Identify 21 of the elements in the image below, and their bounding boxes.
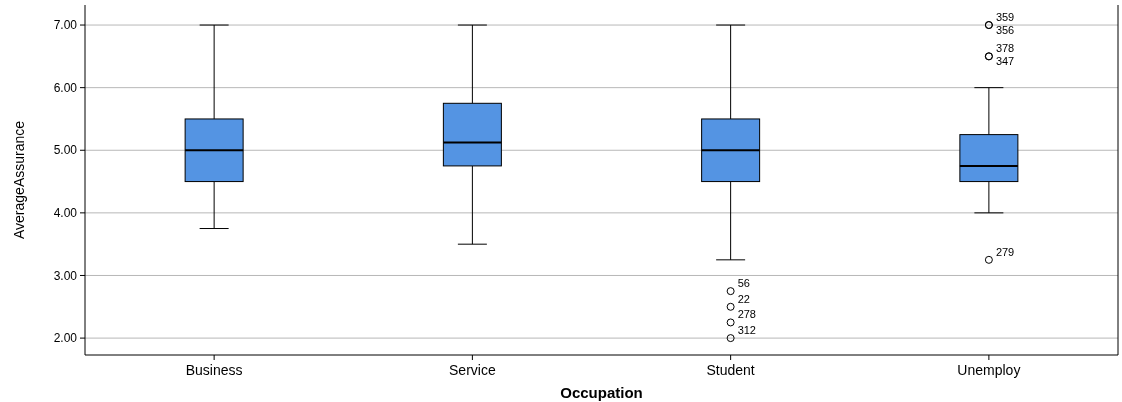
x-axis-title: Occupation (560, 384, 643, 401)
y-axis-title: AverageAssurance (11, 120, 27, 240)
x-tick-label: Unemploy (957, 362, 1021, 378)
y-tick-label: 5.00 (53, 143, 78, 158)
y-tick-label: 6.00 (53, 80, 78, 95)
annotation: 359 (995, 11, 1015, 24)
annotation: 278 (737, 308, 756, 321)
y-tick-label: 2.00 (53, 331, 78, 346)
annotation: 356 (995, 24, 1015, 37)
annotation: 347 (995, 55, 1015, 68)
y-tick-label: 4.00 (53, 206, 78, 221)
y-tick-label: 7.00 (53, 18, 78, 33)
x-tick-label: Business (185, 362, 243, 378)
x-tick-label: Service (449, 362, 496, 378)
y-tick-label: 3.00 (53, 268, 78, 283)
annotation: 312 (737, 324, 756, 337)
x-tick-label: Student (706, 362, 755, 378)
annotation: 22 (737, 292, 750, 305)
annotation: 56 (737, 277, 750, 290)
annotation: 279 (995, 245, 1015, 258)
annotation: 378 (995, 42, 1015, 55)
